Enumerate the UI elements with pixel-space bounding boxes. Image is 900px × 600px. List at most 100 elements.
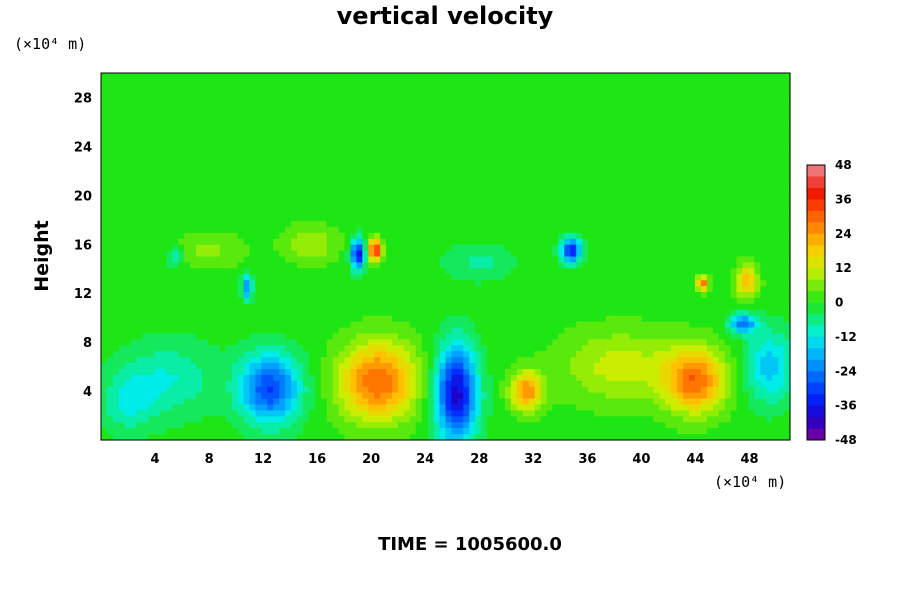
heatmap-cell xyxy=(522,132,530,139)
heatmap-cell xyxy=(332,108,340,116)
heatmap-cell xyxy=(599,84,607,92)
heatmap-cell xyxy=(148,309,156,317)
heatmap-cell xyxy=(356,78,363,86)
heatmap-cell xyxy=(415,244,423,252)
heatmap-cell xyxy=(397,73,405,80)
heatmap-cell xyxy=(118,173,126,181)
heatmap-cell xyxy=(415,250,423,258)
heatmap-cell xyxy=(196,315,203,323)
heatmap-cell xyxy=(582,126,589,133)
heatmap-cell xyxy=(641,238,649,246)
heatmap-cell xyxy=(736,90,744,98)
heatmap-cell xyxy=(463,138,470,145)
heatmap-cell xyxy=(522,232,530,240)
heatmap-cell xyxy=(576,226,583,234)
heatmap-cell xyxy=(605,303,613,311)
heatmap-cell xyxy=(576,161,583,169)
heatmap-cell xyxy=(564,321,571,329)
heatmap-cell xyxy=(653,161,660,169)
heatmap-cell xyxy=(451,114,458,121)
heatmap-cell xyxy=(754,191,761,198)
heatmap-cell xyxy=(154,120,161,127)
heatmap-cell xyxy=(451,297,458,305)
heatmap-cell xyxy=(273,220,280,228)
heatmap-cell xyxy=(457,303,464,311)
heatmap-cell xyxy=(760,149,767,157)
heatmap-cell xyxy=(320,226,328,234)
heatmap-cell xyxy=(534,226,542,234)
heatmap-cell xyxy=(326,126,334,133)
heatmap-cell xyxy=(350,238,358,246)
heatmap-cell xyxy=(356,120,363,127)
heatmap-cell xyxy=(516,262,524,269)
heatmap-cell xyxy=(475,90,482,98)
heatmap-cell xyxy=(558,238,565,246)
heatmap-cell xyxy=(605,167,613,175)
heatmap-cell xyxy=(748,315,755,323)
heatmap-cell xyxy=(243,120,251,127)
heatmap-cell xyxy=(255,197,262,204)
heatmap-cell xyxy=(665,185,672,192)
heatmap-cell xyxy=(368,120,375,127)
heatmap-cell xyxy=(166,167,173,175)
heatmap-cell xyxy=(231,173,239,181)
heatmap-cell xyxy=(724,96,732,104)
heatmap-cell xyxy=(112,179,120,187)
heatmap-cell xyxy=(243,138,251,145)
heatmap-cell xyxy=(273,191,280,198)
heatmap-cell xyxy=(314,108,322,116)
heatmap-cell xyxy=(415,84,423,92)
heatmap-cell xyxy=(201,226,209,234)
heatmap-cell xyxy=(760,108,767,116)
heatmap-cell xyxy=(201,250,209,258)
heatmap-cell xyxy=(332,179,340,187)
heatmap-cell xyxy=(285,149,292,157)
heatmap-cell xyxy=(671,84,678,92)
heatmap-cell xyxy=(397,185,405,192)
heatmap-cell xyxy=(689,185,696,192)
heatmap-cell xyxy=(522,203,530,210)
heatmap-cell xyxy=(386,120,393,127)
heatmap-cell xyxy=(635,280,643,287)
heatmap-cell xyxy=(582,215,589,222)
heatmap-cell xyxy=(588,303,595,311)
heatmap-cell xyxy=(427,120,435,127)
heatmap-cell xyxy=(213,161,221,169)
heatmap-cell xyxy=(665,256,672,264)
heatmap-cell xyxy=(154,286,161,293)
heatmap-cell xyxy=(712,73,720,80)
heatmap-cell xyxy=(308,250,316,258)
heatmap-cell xyxy=(112,292,120,299)
heatmap-cell xyxy=(629,274,637,281)
heatmap-cell xyxy=(237,280,245,287)
heatmap-cell xyxy=(403,209,411,216)
heatmap-cell xyxy=(570,209,577,216)
heatmap-cell xyxy=(653,268,660,275)
heatmap-cell xyxy=(261,185,268,192)
heatmap-cell xyxy=(516,96,524,104)
heatmap-cell xyxy=(368,280,375,287)
heatmap-cell xyxy=(326,303,334,311)
heatmap-cell xyxy=(516,167,524,175)
heatmap-cell xyxy=(611,256,619,264)
heatmap-cell xyxy=(196,220,203,228)
heatmap-cell xyxy=(493,155,500,163)
heatmap-cell xyxy=(778,309,785,317)
heatmap-cell xyxy=(219,297,227,305)
heatmap-cell xyxy=(374,120,381,127)
heatmap-cell xyxy=(433,126,441,133)
heatmap-cell xyxy=(647,315,654,323)
heatmap-cell xyxy=(415,292,423,299)
heatmap-cell xyxy=(439,297,447,305)
heatmap-cell xyxy=(380,78,387,86)
heatmap-cell xyxy=(201,262,209,269)
heatmap-cell xyxy=(273,149,280,157)
heatmap-cell xyxy=(320,197,328,204)
heatmap-cell xyxy=(534,73,542,80)
heatmap-cell xyxy=(207,126,215,133)
heatmap-cell xyxy=(231,78,239,86)
heatmap-cell xyxy=(237,144,245,151)
heatmap-cell xyxy=(706,256,714,264)
heatmap-cell xyxy=(700,197,708,204)
heatmap-cell xyxy=(671,232,678,240)
